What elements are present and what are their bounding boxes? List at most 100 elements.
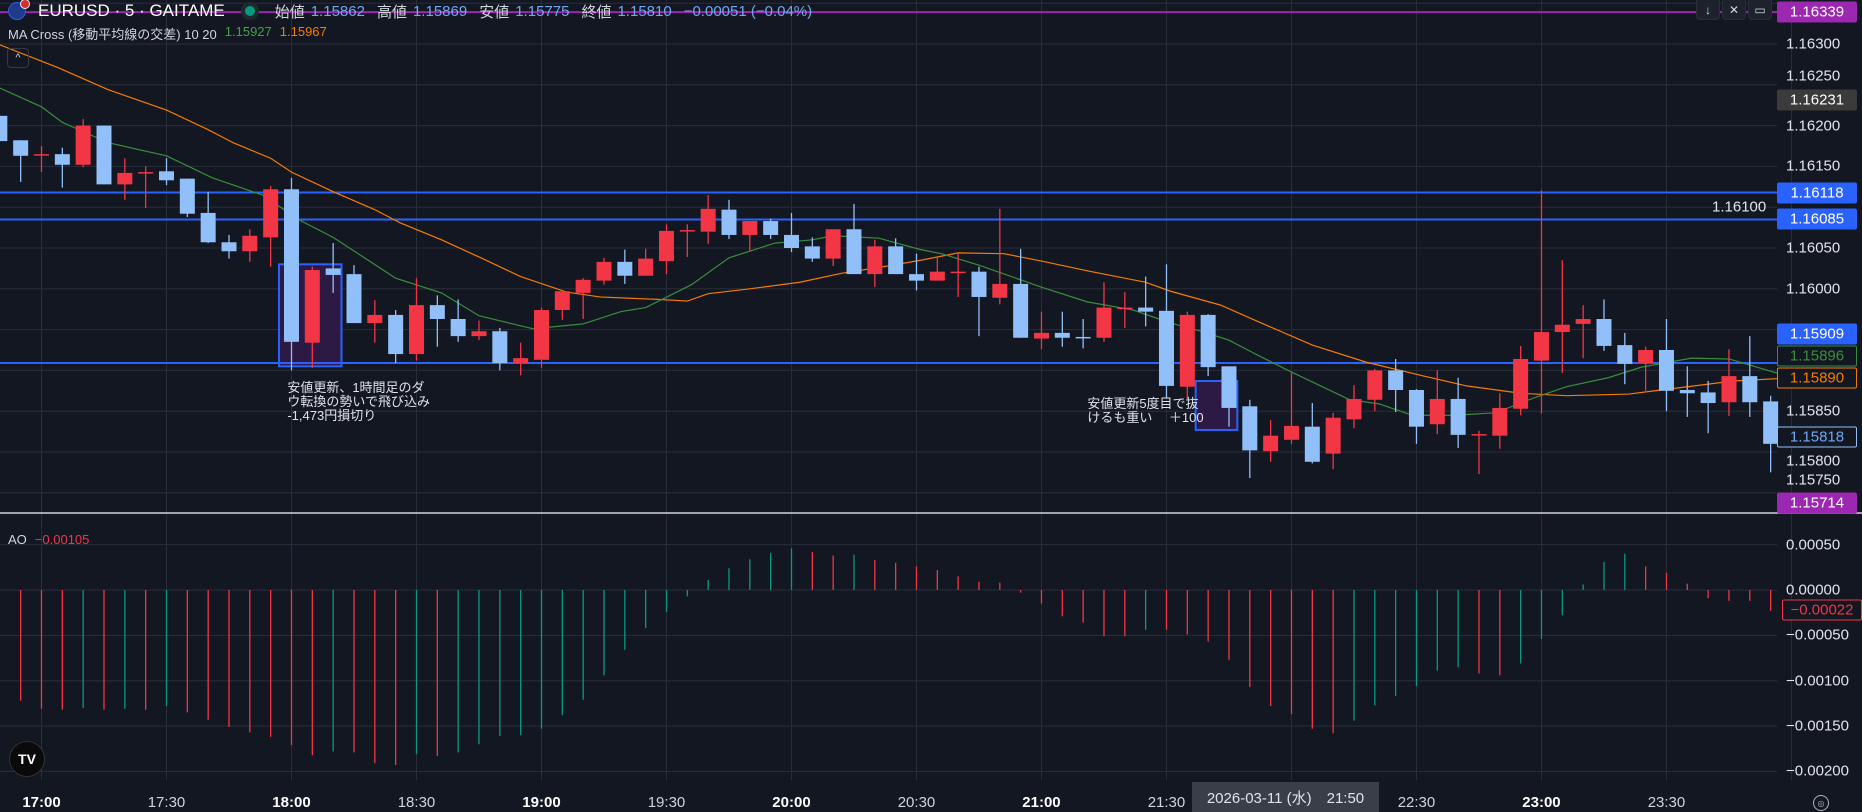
time-axis-label: 17:00 (22, 794, 61, 811)
candle (1658, 318, 1674, 412)
ao-legend[interactable]: AO −0.00105 (8, 532, 89, 547)
candle-body (1283, 425, 1299, 440)
candle (804, 237, 820, 262)
ao-value-badge: −0.00022 (1782, 599, 1862, 621)
ao-tick-label: −0.00100 (1786, 672, 1849, 690)
candle (679, 224, 695, 257)
candle-body (13, 140, 29, 156)
candle (846, 203, 862, 275)
candle (1200, 314, 1216, 377)
candle (283, 177, 299, 371)
candle (96, 125, 112, 185)
price-badge: 1.16118 (1777, 182, 1857, 203)
candle (492, 327, 508, 371)
candle-body (0, 115, 8, 142)
crosshair-time-label: 2026-03-11 (水) 21:50 (1192, 782, 1379, 812)
time-axis-label: 23:00 (1522, 794, 1561, 811)
candle (1763, 395, 1779, 473)
time-axis-label: 18:30 (397, 794, 436, 811)
candle (263, 185, 279, 267)
time-axis-label: 17:30 (147, 794, 186, 811)
candle (617, 249, 633, 284)
candle (1075, 318, 1091, 349)
candle-body (1200, 314, 1216, 368)
chart-annotation-text: 安値更新5度目で抜 けるも重い ＋100 (1087, 395, 1204, 425)
candle-body (1158, 310, 1174, 386)
collapse-legend-button[interactable]: ^ (7, 48, 29, 68)
time-axis-label: 20:30 (897, 794, 936, 811)
price-badge: 1.15890 (1777, 367, 1857, 389)
candle-body (158, 171, 174, 181)
candle (388, 310, 404, 364)
ao-tick-label: −0.00050 (1786, 626, 1849, 644)
candle (1638, 346, 1654, 391)
candle (1742, 336, 1758, 417)
settings-gear-icon[interactable]: ◎ (1813, 795, 1829, 811)
low-value: 1.15775 (515, 2, 570, 20)
candle (1388, 358, 1404, 413)
candle (1221, 366, 1237, 427)
low-label: 安値 (479, 3, 510, 21)
candle (1492, 393, 1508, 449)
candle-body (1408, 389, 1424, 427)
price-tick-label: 1.16050 (1786, 239, 1841, 257)
ma-slow-line (0, 44, 1780, 397)
candle (450, 299, 466, 342)
time-axis-label: 19:30 (647, 794, 686, 811)
candle-body (783, 234, 799, 248)
price-tick-label: 1.15850 (1786, 402, 1841, 420)
candle-body (804, 246, 820, 259)
ma-slow-value: 1.15967 (279, 24, 327, 39)
candle (721, 199, 737, 240)
collapse-pane-button[interactable]: ✕ (1722, 0, 1746, 20)
candle-body (700, 208, 716, 232)
change-value: −0.00051 (−0.04%) (683, 2, 813, 20)
candle-body (450, 318, 466, 337)
candle-body (1450, 398, 1466, 435)
candle (1117, 292, 1133, 328)
candle (13, 140, 29, 182)
candle-body (1096, 307, 1112, 338)
candle-body (1388, 370, 1404, 390)
ao-tick-label: −0.00150 (1786, 717, 1849, 735)
move-pane-down-button[interactable]: ↓ (1696, 0, 1720, 20)
high-value: 1.15869 (412, 2, 468, 20)
ao-value: −0.00105 (34, 532, 90, 547)
candle-body (825, 229, 841, 259)
candle (221, 234, 237, 259)
candle (1096, 282, 1112, 342)
candle (179, 178, 195, 217)
candle-body (1554, 324, 1570, 333)
symbol-legend: EURUSD · 5 · GAITAME 始値 1.15862 高値 1.15869… (8, 0, 818, 22)
candle-body (346, 274, 362, 324)
candle (1617, 332, 1633, 385)
price-tick-label: 1.15800 (1786, 452, 1841, 470)
candle-body (950, 271, 966, 274)
candle (1408, 389, 1424, 444)
candle (1138, 276, 1154, 327)
candle-body (742, 221, 758, 235)
candle (1450, 377, 1466, 448)
candle (1283, 372, 1299, 444)
candle (242, 229, 258, 262)
candle-body (1700, 392, 1716, 404)
candle-body (1763, 401, 1779, 444)
candle (471, 320, 487, 341)
candle (763, 218, 779, 240)
candle-body (617, 261, 633, 276)
candle-body (1533, 332, 1549, 361)
tradingview-logo-icon[interactable]: TV (9, 741, 45, 777)
candle (825, 229, 841, 266)
symbol-title[interactable]: EURUSD · 5 · GAITAME (38, 1, 225, 20)
maximize-pane-button[interactable]: ▭ (1748, 0, 1772, 20)
candle-body (1325, 417, 1341, 454)
candle (138, 166, 154, 209)
candle-body (283, 189, 299, 342)
time-axis-label: 23:30 (1647, 794, 1686, 811)
time-axis-label: 19:00 (522, 794, 561, 811)
candle (408, 278, 424, 361)
ma-cross-legend[interactable]: MA Cross (移動平均線の交差) 10 20 1.15927 1.1596… (8, 24, 327, 43)
candle-body (721, 209, 737, 235)
